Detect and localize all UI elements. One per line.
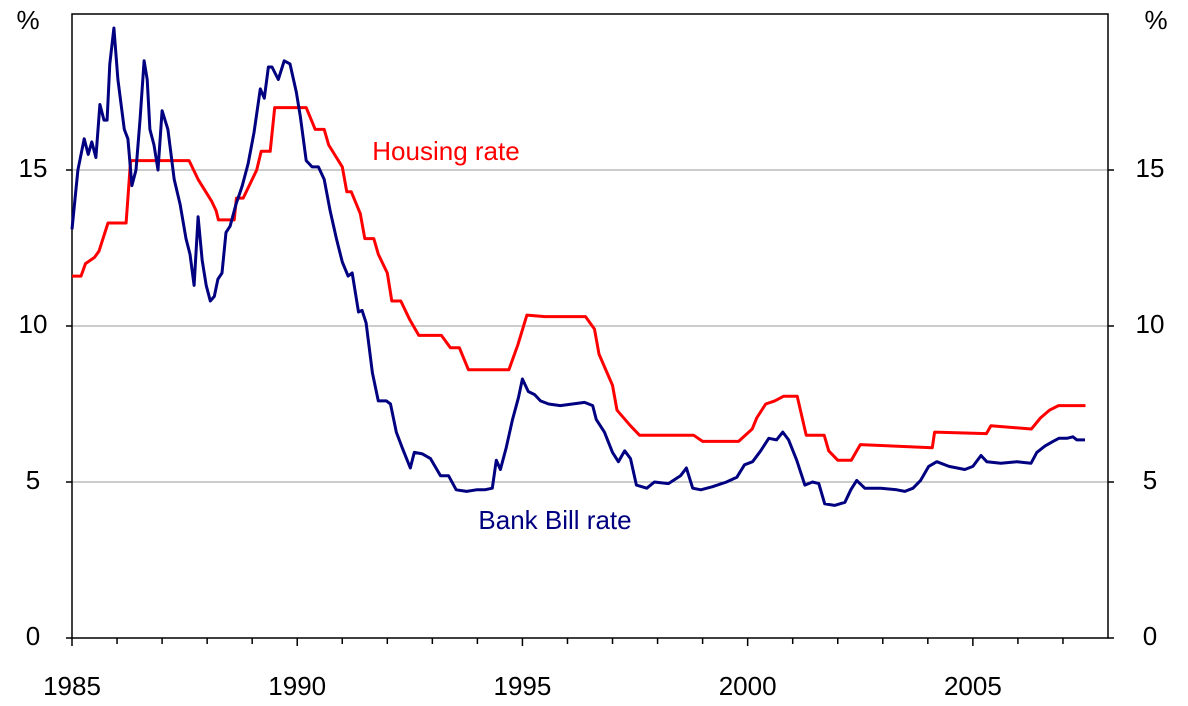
x-tick-label: 1995 — [494, 671, 552, 701]
series-line — [70, 26, 1085, 507]
x-tick-label: 2005 — [944, 671, 1002, 701]
y-tick-label: 10 — [19, 309, 48, 339]
y2-tick-label: 5 — [1143, 465, 1157, 495]
series-label: Housing rate — [372, 136, 519, 166]
x-tick-label: 1985 — [43, 671, 101, 701]
y2-tick-label: 10 — [1136, 309, 1165, 339]
y-axis-label: % — [16, 5, 39, 35]
series-line — [72, 106, 1086, 462]
series-label: Bank Bill rate — [478, 505, 631, 535]
plot-frame — [71, 13, 1109, 639]
x-tick-label: 1990 — [268, 671, 326, 701]
x-tick-label: 2000 — [719, 671, 777, 701]
y2-tick-label: 0 — [1143, 621, 1157, 651]
y2-axis-label: % — [1144, 5, 1167, 35]
y-tick-label: 0 — [26, 621, 40, 651]
y-tick-label: 5 — [26, 465, 40, 495]
y-tick-label: 15 — [19, 153, 48, 183]
y2-tick-label: 15 — [1136, 153, 1165, 183]
